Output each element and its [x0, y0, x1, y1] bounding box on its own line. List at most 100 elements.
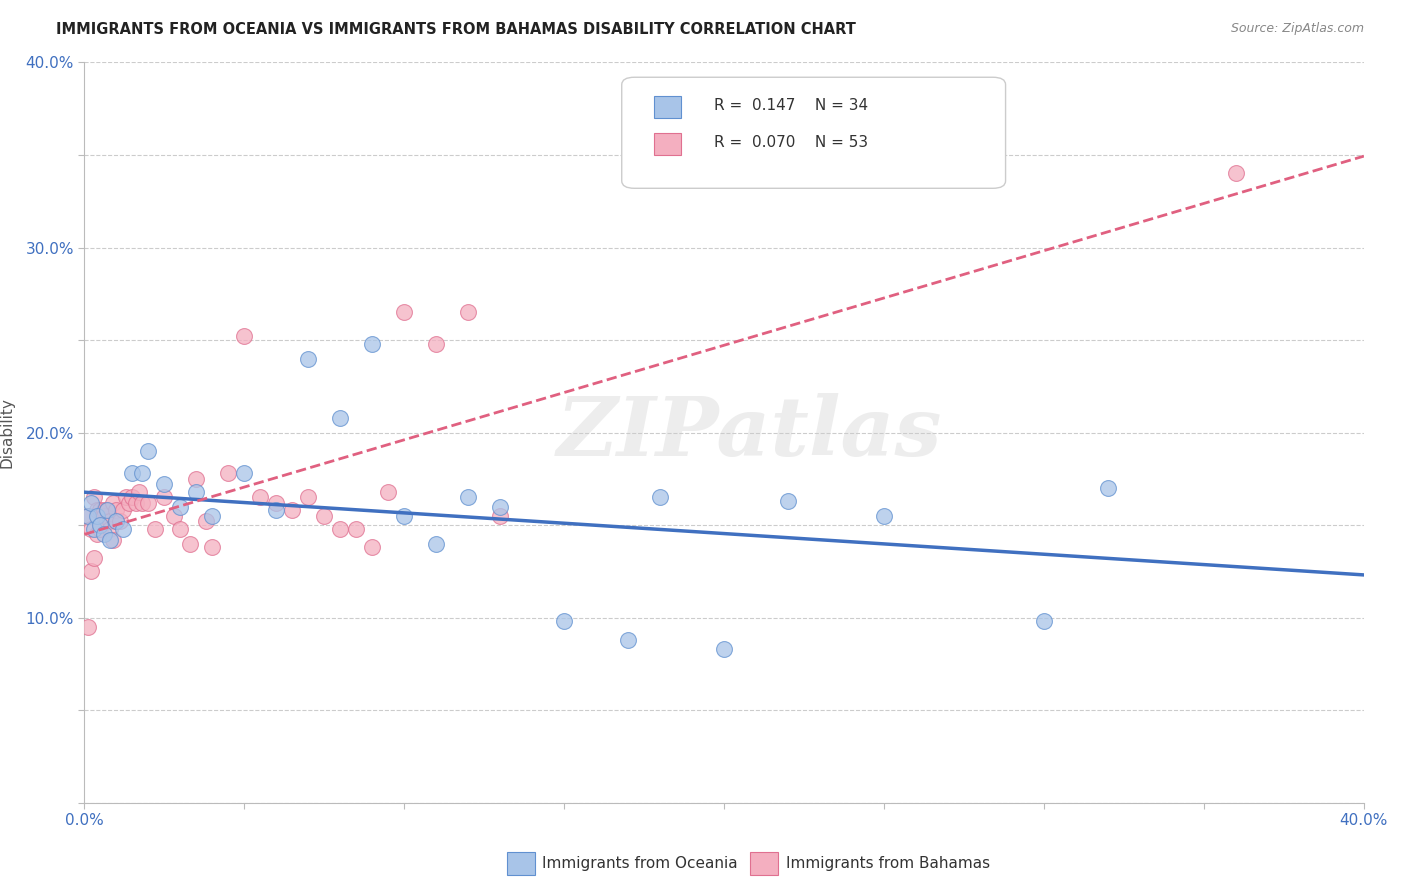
Point — [143, 522, 166, 536]
Point — [217, 467, 239, 481]
Point — [457, 491, 479, 505]
Point — [138, 444, 160, 458]
Point — [457, 305, 479, 319]
Point — [98, 533, 121, 547]
Point — [297, 491, 319, 505]
Point — [108, 515, 131, 529]
Point — [121, 491, 143, 505]
Y-axis label: Disability: Disability — [0, 397, 14, 468]
Point — [76, 508, 98, 523]
Point — [96, 503, 118, 517]
Point — [83, 491, 105, 505]
Point — [124, 496, 146, 510]
Point — [163, 508, 186, 523]
Bar — [654, 133, 681, 155]
Point — [297, 351, 319, 366]
Point — [131, 496, 153, 510]
Point — [314, 508, 336, 523]
Text: Immigrants from Bahamas: Immigrants from Bahamas — [786, 856, 990, 871]
Point — [264, 503, 288, 517]
Point — [86, 508, 108, 523]
Point — [89, 518, 111, 533]
Point — [115, 491, 138, 505]
Point — [80, 522, 103, 536]
Point — [80, 565, 103, 579]
Point — [83, 551, 105, 566]
Point — [377, 484, 399, 499]
Point — [394, 305, 416, 319]
Point — [93, 503, 115, 517]
Text: R =  0.147    N = 34: R = 0.147 N = 34 — [714, 98, 868, 113]
Point — [153, 491, 176, 505]
Point — [86, 503, 108, 517]
Point — [105, 503, 128, 517]
Point — [101, 533, 124, 547]
Point — [76, 620, 98, 634]
Point — [617, 632, 640, 647]
Point — [186, 472, 208, 486]
Point — [201, 508, 224, 523]
Point — [1097, 481, 1119, 495]
Point — [425, 536, 447, 550]
Point — [89, 522, 111, 536]
Point — [96, 515, 118, 529]
Point — [98, 515, 121, 529]
Text: IMMIGRANTS FROM OCEANIA VS IMMIGRANTS FROM BAHAMAS DISABILITY CORRELATION CHART: IMMIGRANTS FROM OCEANIA VS IMMIGRANTS FR… — [56, 22, 856, 37]
Point — [105, 515, 128, 529]
Point — [179, 536, 201, 550]
Point — [89, 503, 111, 517]
Point — [233, 329, 256, 343]
Point — [344, 522, 367, 536]
Point — [1032, 615, 1054, 629]
Bar — [654, 95, 681, 118]
Point — [249, 491, 271, 505]
Point — [169, 500, 191, 514]
Point — [153, 477, 176, 491]
Point — [86, 527, 108, 541]
Point — [281, 503, 304, 517]
Point — [111, 522, 134, 536]
Point — [553, 615, 575, 629]
Point — [329, 410, 352, 425]
FancyBboxPatch shape — [621, 78, 1005, 188]
Point — [648, 491, 672, 505]
Point — [1225, 166, 1247, 180]
Point — [118, 496, 141, 510]
Point — [425, 336, 447, 351]
Point — [93, 508, 115, 523]
Point — [329, 522, 352, 536]
Point — [489, 508, 512, 523]
Point — [80, 496, 103, 510]
Point — [169, 522, 191, 536]
Point — [776, 494, 799, 508]
Point — [873, 508, 896, 523]
Point — [105, 515, 128, 529]
Point — [96, 503, 118, 517]
Text: R =  0.070    N = 53: R = 0.070 N = 53 — [714, 135, 868, 150]
Point — [83, 522, 105, 536]
Bar — [749, 853, 778, 875]
Point — [93, 527, 115, 541]
Point — [98, 522, 121, 536]
Point — [394, 508, 416, 523]
Point — [111, 503, 134, 517]
Point — [186, 484, 208, 499]
Point — [121, 467, 143, 481]
Point — [713, 642, 735, 657]
Point — [361, 336, 384, 351]
Point — [233, 467, 256, 481]
Bar — [506, 853, 534, 875]
Point — [194, 515, 217, 529]
Point — [489, 500, 512, 514]
Point — [131, 467, 153, 481]
Text: Source: ZipAtlas.com: Source: ZipAtlas.com — [1230, 22, 1364, 36]
Text: ZIPatlas: ZIPatlas — [557, 392, 942, 473]
Point — [201, 541, 224, 555]
Point — [76, 508, 98, 523]
Point — [128, 484, 150, 499]
Point — [361, 541, 384, 555]
Point — [264, 496, 288, 510]
Text: Immigrants from Oceania: Immigrants from Oceania — [543, 856, 738, 871]
Point — [101, 496, 124, 510]
Point — [138, 496, 160, 510]
